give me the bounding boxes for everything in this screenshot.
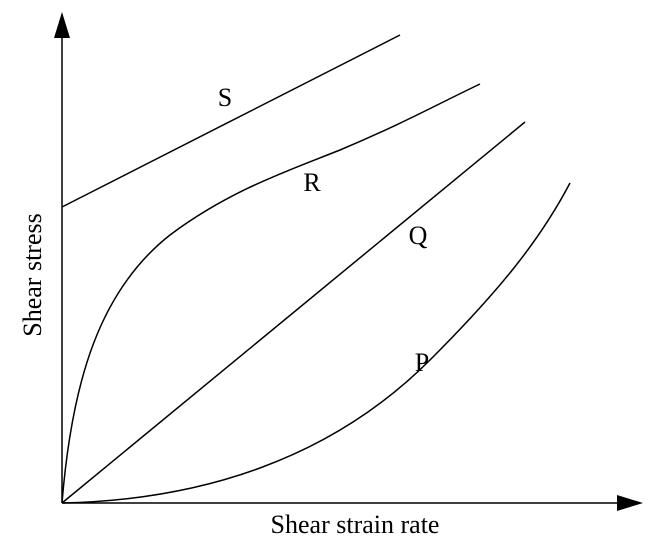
curve-label: P: [415, 348, 429, 377]
curve-r: [61, 83, 481, 504]
y-axis-arrow: [54, 12, 70, 38]
curve-label: R: [303, 168, 321, 197]
curve-label: Q: [409, 221, 428, 250]
curve-p: [61, 182, 571, 504]
y-axis-label: Shear stress: [18, 213, 47, 336]
curve-s: [61, 34, 401, 208]
x-axis-label: Shear strain rate: [271, 510, 440, 539]
x-axis-arrow: [617, 495, 643, 511]
curve-label: S: [218, 83, 232, 112]
curve-q: [61, 121, 526, 504]
